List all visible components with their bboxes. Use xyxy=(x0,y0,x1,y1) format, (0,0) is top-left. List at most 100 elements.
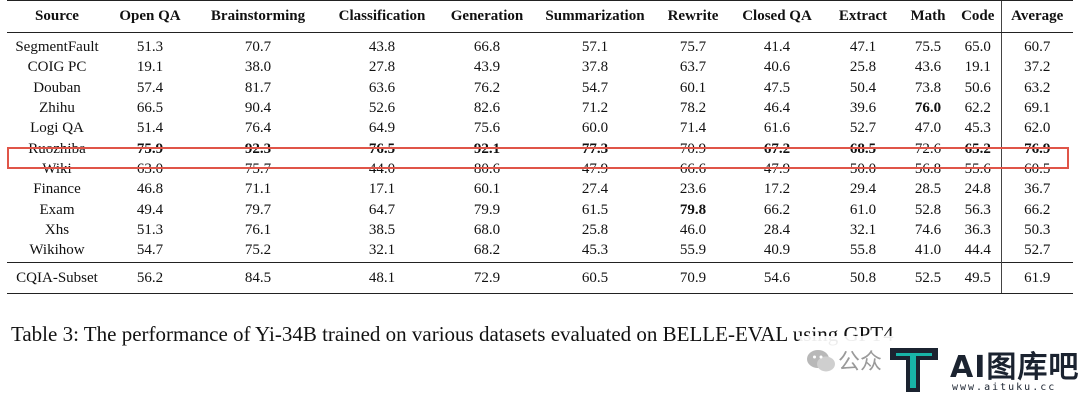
table-row: Wikihow 54.7 75.2 32.1 68.2 45.3 55.9 40.9 55.8 4… xyxy=(7,239,1073,263)
table-cell: 52.7 xyxy=(849,120,877,137)
results-table: Source Open QA Brainstorming Classification… xyxy=(7,0,1073,295)
row-source-label: CQIA-Subset xyxy=(7,262,107,295)
table-cell: 75.7 xyxy=(244,160,272,177)
row-source-label: Douban xyxy=(33,79,81,96)
column-header: Rewrite xyxy=(657,0,729,33)
table-cell: 41.0 xyxy=(914,242,942,259)
table-cell: 37.2 xyxy=(1000,57,1073,78)
column-header: Brainstorming xyxy=(193,0,323,33)
table-body: SegmentFault 51.3 70.7 43.8 66.8 57.1 75.7 41.4… xyxy=(7,32,1073,263)
table-cell: 39.6 xyxy=(849,100,877,117)
table-cell: 68.5 xyxy=(849,140,877,157)
watermark-url: www.aituku.cc xyxy=(952,382,1057,393)
table-cell: 71.4 xyxy=(679,120,707,137)
table-cell: 50.0 xyxy=(849,160,877,177)
table-cell: 76.9 xyxy=(1000,138,1073,159)
column-header: Generation xyxy=(441,0,533,33)
table-cell: 37.8 xyxy=(581,59,609,76)
table-cell: 76.4 xyxy=(244,120,272,137)
table-cell: 38.5 xyxy=(368,221,396,238)
table-cell: 68.2 xyxy=(473,242,501,259)
table-cell: 79.8 xyxy=(679,201,707,218)
table-header-row: Source Open QA Brainstorming Classification… xyxy=(7,0,1073,33)
table-row: Ruozhiba 75.9 92.3 76.5 92.1 77.3 70.9 67.2 68.5… xyxy=(7,138,1073,159)
table-cell: 65.0 xyxy=(964,39,991,56)
table-cell: 63.6 xyxy=(368,79,396,96)
table-cell: 48.1 xyxy=(323,262,441,295)
table-cell: 28.5 xyxy=(914,181,942,198)
row-source-label: Logi QA xyxy=(30,120,84,137)
table-cell: 63.0 xyxy=(136,160,164,177)
table-cell: 71.2 xyxy=(581,100,609,117)
table-cell: 32.1 xyxy=(368,242,396,259)
table-cell: 70.9 xyxy=(657,262,729,295)
table-cell: 56.8 xyxy=(914,160,942,177)
table-row: SegmentFault 51.3 70.7 43.8 66.8 57.1 75.7 41.4… xyxy=(7,32,1073,58)
table-cell: 47.1 xyxy=(849,39,877,56)
table-cell: 60.1 xyxy=(473,181,501,198)
table-cell: 67.2 xyxy=(763,140,791,157)
table-cell: 44.0 xyxy=(368,160,396,177)
table-cell: 24.8 xyxy=(964,181,991,198)
row-source-label: COIG PC xyxy=(27,59,87,76)
table-cell: 81.7 xyxy=(244,79,272,96)
table-cell: 51.3 xyxy=(136,221,164,238)
table-cell: 43.9 xyxy=(473,59,501,76)
table-cell: 66.2 xyxy=(763,201,791,218)
table-cell: 78.2 xyxy=(679,100,707,117)
table-cell: 75.6 xyxy=(473,120,501,137)
watermark-brand-name: AI图库吧 xyxy=(950,350,1080,385)
table-row: Finance 46.8 71.1 17.1 60.1 27.4 23.6 17.2 29.4 2… xyxy=(7,179,1073,200)
table-cell: 45.3 xyxy=(964,120,991,137)
column-header: Math xyxy=(901,0,955,33)
table-cell: 55.9 xyxy=(679,242,707,259)
table-cell: 54.7 xyxy=(136,242,164,259)
table-cell: 49.5 xyxy=(955,262,1001,295)
table-cell: 75.5 xyxy=(914,39,942,56)
table-cell: 27.8 xyxy=(368,59,396,76)
table-cell: 44.4 xyxy=(964,242,991,259)
table-row: Xhs 51.3 76.1 38.5 68.0 25.8 46.0 28.4 32.1 74.6 3… xyxy=(7,219,1073,240)
watermark: 公众 AI图库吧 www.aituku.cc xyxy=(800,336,1080,403)
table-caption: Table 3: The performance of Yi-34B train… xyxy=(11,322,894,346)
table-cell: 60.5 xyxy=(533,262,657,295)
table-cell: 47.0 xyxy=(914,120,942,137)
table-cell: 57.4 xyxy=(136,79,164,96)
column-header: Extract xyxy=(825,0,901,33)
table-cell: 92.1 xyxy=(473,140,501,157)
table-cell: 76.2 xyxy=(473,79,501,96)
table-cell: 77.3 xyxy=(581,140,609,157)
table-cell: 63.2 xyxy=(1000,77,1073,98)
table-cell: 49.4 xyxy=(136,201,164,218)
table-cell: 43.6 xyxy=(914,59,942,76)
table-cell: 61.5 xyxy=(581,201,609,218)
table-cell: 17.2 xyxy=(763,181,791,198)
results-table-container: Source Open QA Brainstorming Classification… xyxy=(7,0,1073,295)
row-source-label: Wikihow xyxy=(29,242,85,259)
row-source-label: Finance xyxy=(33,181,81,198)
column-header: Code xyxy=(955,0,1001,33)
table-cell: 41.4 xyxy=(763,39,791,56)
table-cell: 50.4 xyxy=(849,79,877,96)
column-header: Open QA xyxy=(107,0,193,33)
table-cell: 61.0 xyxy=(849,201,877,218)
column-header: Classification xyxy=(323,0,441,33)
table-cell: 80.6 xyxy=(473,160,501,177)
table-cell: 51.4 xyxy=(136,120,164,137)
table-cell: 63.7 xyxy=(679,59,707,76)
table-cell: 27.4 xyxy=(581,181,609,198)
row-source-label: Xhs xyxy=(44,221,70,238)
table-cell: 62.0 xyxy=(1000,118,1073,139)
table-cell: 76.5 xyxy=(368,140,396,157)
table-cell: 25.8 xyxy=(581,221,609,238)
table-cell: 66.2 xyxy=(1000,199,1073,220)
table-row: Logi QA 51.4 76.4 64.9 75.6 60.0 71.4 61.6 52.7 4… xyxy=(7,118,1073,139)
table-cell: 55.6 xyxy=(964,160,991,177)
table-cell: 70.9 xyxy=(679,140,707,157)
table-cell: 36.7 xyxy=(1000,179,1073,200)
column-header: Summarization xyxy=(533,0,657,33)
table-row: Zhihu 66.5 90.4 52.6 82.6 71.2 78.2 46.4 39.6 76.… xyxy=(7,97,1073,119)
column-header: Source xyxy=(7,0,107,33)
table-cell: 60.1 xyxy=(679,79,707,96)
table-cell: 46.8 xyxy=(136,181,164,198)
